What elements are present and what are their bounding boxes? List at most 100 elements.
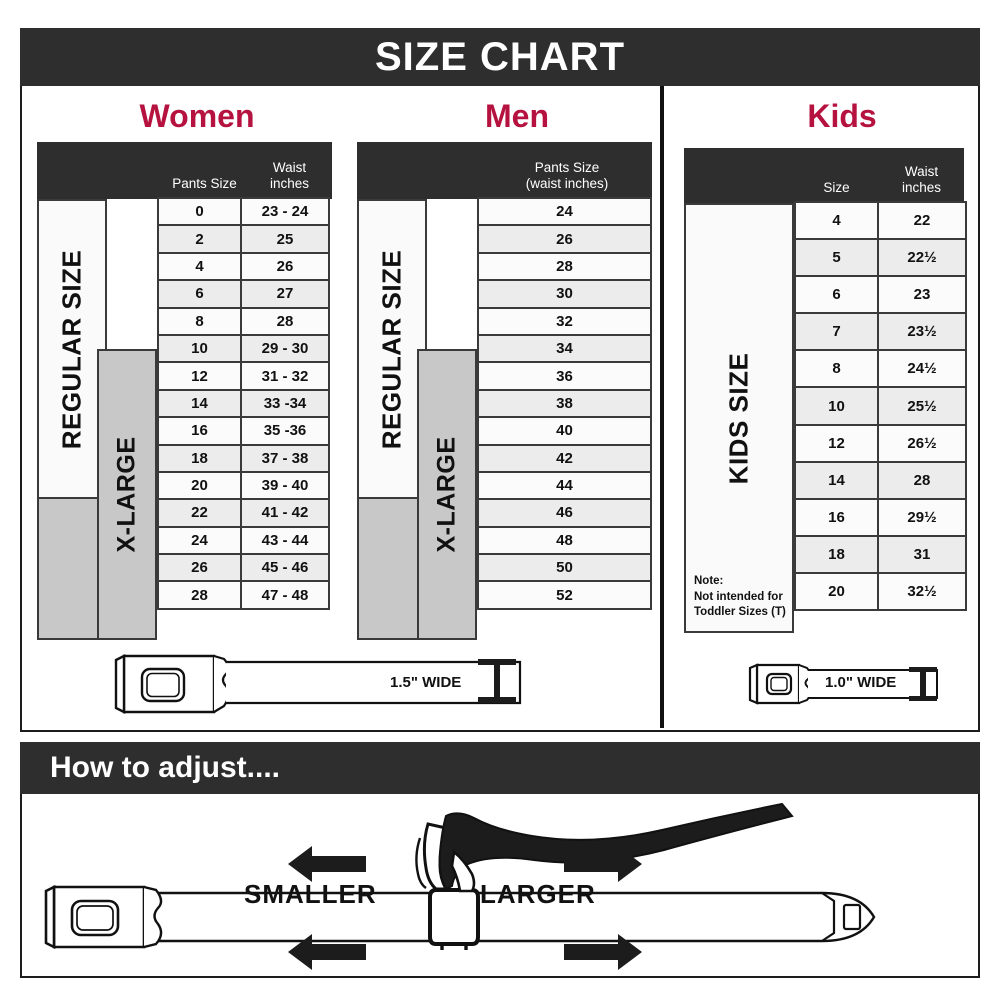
section-title-men: Men (485, 98, 549, 134)
kids-cell-waist: 23 (877, 275, 967, 315)
men-cell-size: 42 (477, 443, 652, 473)
kids-cell-size: 14 (794, 460, 879, 500)
men-cell-size: 48 (477, 525, 652, 556)
women-cell-waist: 47 - 48 (240, 580, 330, 610)
kids-cell-waist: 28 (877, 460, 967, 500)
table-row: 46 (477, 498, 652, 528)
table-row: 14 33 -34 (157, 388, 330, 419)
men-xlarge-panel: X-LARGE (417, 349, 477, 640)
table-row: 30 (477, 279, 652, 309)
page-title: SIZE CHART (375, 34, 625, 79)
kids-cell-waist: 22½ (877, 238, 967, 278)
women-cell-waist: 37 - 38 (240, 443, 330, 473)
kids-cell-waist: 24½ (877, 349, 967, 389)
table-row: 52 (477, 580, 652, 610)
table-row: 26 (477, 224, 652, 254)
men-cell-size: 52 (477, 580, 652, 610)
men-cell-size: 30 (477, 279, 652, 309)
table-row: 2 25 (157, 224, 330, 254)
women-cell-waist: 39 - 40 (240, 470, 330, 501)
belt-illustration-small (748, 663, 938, 705)
kids-col-header-waist: Waist inches (901, 164, 942, 196)
table-row: 26 45 - 46 (157, 553, 330, 583)
table-row: 6 23 (794, 275, 967, 315)
women-cell-waist: 27 (240, 279, 330, 309)
women-regular-size-panel: REGULAR SIZE (37, 199, 107, 499)
table-row: 10 29 - 30 (157, 333, 330, 364)
men-rows: 24 26 28 30 32 34 36 38 40 42 44 46 48 50 52 (477, 197, 652, 610)
table-row: 4 26 (157, 251, 330, 282)
kids-cell-waist: 26½ (877, 423, 967, 463)
table-row: 6 27 (157, 279, 330, 309)
table-row: 12 31 - 32 (157, 361, 330, 391)
table-row: 20 39 - 40 (157, 470, 330, 501)
men-cell-size: 46 (477, 498, 652, 528)
women-col-header-waist: Waist inches (269, 160, 310, 192)
kids-cell-waist: 31 (877, 534, 967, 574)
table-row: 38 (477, 388, 652, 419)
table-row: 5 22½ (794, 238, 967, 278)
women-cell-size: 18 (157, 443, 242, 473)
women-cell-size: 12 (157, 361, 242, 391)
table-row: 34 (477, 333, 652, 364)
women-cell-size: 16 (157, 416, 242, 446)
kids-cell-size: 16 (794, 497, 879, 537)
women-cell-waist: 31 - 32 (240, 361, 330, 391)
men-cell-size: 36 (477, 361, 652, 391)
table-row: 14 28 (794, 460, 967, 500)
table-row: 40 (477, 416, 652, 446)
men-col-header-pants-size: Pants Size (waist inches) (525, 160, 609, 192)
table-row: 20 32½ (794, 571, 967, 612)
belt-illustration-large (114, 654, 522, 714)
women-rows: 0 23 - 24 2 25 4 26 6 27 8 28 10 29 - 30 12 31 - 32 14… (157, 197, 330, 610)
how-to-adjust-bar: How to adjust.... (20, 742, 980, 794)
how-to-adjust-panel: SMALLER LARGER (20, 794, 980, 978)
men-regular-size-panel: REGULAR SIZE (357, 199, 427, 499)
women-xlarge-panel: X-LARGE (97, 349, 157, 640)
women-cell-size: 20 (157, 470, 242, 501)
table-row: 10 25½ (794, 386, 967, 426)
kids-cell-size: 6 (794, 275, 879, 315)
women-cell-waist: 33 -34 (240, 388, 330, 419)
womens-belt-diagram: 1.5" WIDE (102, 648, 532, 723)
kids-cell-waist: 29½ (877, 497, 967, 537)
table-row: 48 (477, 525, 652, 556)
table-row: 7 23½ (794, 312, 967, 352)
larger-label: LARGER (480, 879, 596, 909)
table-row: 16 29½ (794, 497, 967, 537)
table-row: 36 (477, 361, 652, 391)
table-row: 24 (477, 197, 652, 227)
kids-rows: 4 22 5 22½ 6 23 7 23½ 8 24½ 10 25½ 12 26½ 14 28 16 29½ 18 3… (794, 201, 967, 612)
section-title-women: Women (139, 98, 255, 134)
women-table-header: Pants Size Waist inches (37, 142, 332, 199)
women-xlarge-backdrop (37, 499, 107, 640)
women-cell-size: 10 (157, 333, 242, 364)
table-row: 32 (477, 306, 652, 336)
kids-cell-waist: 25½ (877, 386, 967, 426)
women-cell-waist: 45 - 46 (240, 553, 330, 583)
women-xlarge-label: X-LARGE (112, 436, 141, 553)
women-cell-size: 2 (157, 224, 242, 254)
women-cell-waist: 23 - 24 (240, 197, 330, 227)
women-cell-waist: 26 (240, 251, 330, 282)
kids-cell-size: 8 (794, 349, 879, 389)
table-row: 24 43 - 44 (157, 525, 330, 556)
women-cell-size: 22 (157, 498, 242, 528)
kids-cell-size: 12 (794, 423, 879, 463)
table-row: 28 47 - 48 (157, 580, 330, 610)
kids-cell-size: 20 (794, 571, 879, 612)
kids-note-line-2: Not intended for (694, 590, 783, 603)
table-row: 44 (477, 470, 652, 501)
kids-belt-width-label: 1.0" WIDE (825, 674, 897, 691)
men-cell-size: 38 (477, 388, 652, 419)
women-cell-size: 26 (157, 553, 242, 583)
kids-size-panel: KIDS SIZE (684, 203, 794, 633)
men-cell-size: 34 (477, 333, 652, 364)
table-row: 28 (477, 251, 652, 282)
kids-cell-size: 18 (794, 534, 879, 574)
how-to-adjust-title: How to adjust.... (50, 751, 280, 784)
women-cell-waist: 28 (240, 306, 330, 336)
page-title-bar: SIZE CHART (20, 28, 980, 86)
women-cell-size: 28 (157, 580, 242, 610)
men-cell-size: 40 (477, 416, 652, 446)
